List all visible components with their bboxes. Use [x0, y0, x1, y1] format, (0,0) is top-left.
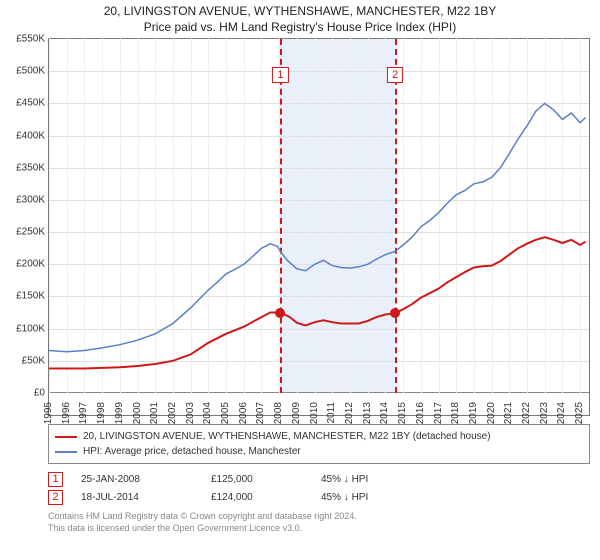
sale-row-1: 1 25-JAN-2008 £125,000 45% ↓ HPI [48, 470, 590, 488]
x-tick-label: 2017 [433, 402, 444, 424]
x-tick-label: 2001 [149, 402, 160, 424]
x-tick-label: 2014 [379, 402, 390, 424]
x-tick-label: 2000 [132, 402, 143, 424]
x-tick-label: 2019 [468, 402, 479, 424]
y-tick-label: £450K [1, 98, 45, 109]
x-tick-label: 2012 [344, 402, 355, 424]
x-tick-label: 2023 [539, 402, 550, 424]
x-tick-label: 2004 [202, 402, 213, 424]
legend-swatch-hpi [55, 451, 77, 453]
y-tick-label: £550K [1, 34, 45, 45]
sale-hpi-2: 45% ↓ HPI [321, 492, 441, 503]
sale-marker-badge: 2 [387, 67, 403, 83]
x-axis: 1995199619971998199920002001200220032004… [49, 392, 589, 415]
sales-table: 1 25-JAN-2008 £125,000 45% ↓ HPI 2 18-JU… [48, 470, 590, 506]
x-tick-label: 2002 [167, 402, 178, 424]
x-tick-label: 2025 [574, 402, 585, 424]
sale-price-2: £124,000 [211, 492, 321, 503]
y-tick-label: £350K [1, 162, 45, 173]
chart-title-subtitle: Price paid vs. HM Land Registry's House … [0, 20, 600, 34]
x-tick-label: 2007 [255, 402, 266, 424]
chart-title-block: 20, LIVINGSTON AVENUE, WYTHENSHAWE, MANC… [0, 0, 600, 36]
y-tick-label: £500K [1, 66, 45, 77]
x-tick-label: 2011 [326, 402, 337, 424]
x-tick-label: 2008 [273, 402, 284, 424]
footnote-line-1: Contains HM Land Registry data © Crown c… [48, 510, 590, 522]
plot-region: £0£50K£100K£150K£200K£250K£300K£350K£400… [49, 39, 589, 393]
sale-badge-1: 1 [48, 472, 63, 487]
chart-title-address: 20, LIVINGSTON AVENUE, WYTHENSHAWE, MANC… [0, 4, 600, 18]
x-tick-label: 2015 [397, 402, 408, 424]
sale-price-dot [275, 308, 285, 318]
chart-legend: 20, LIVINGSTON AVENUE, WYTHENSHAWE, MANC… [48, 424, 590, 464]
y-tick-label: £200K [1, 259, 45, 270]
legend-row-property: 20, LIVINGSTON AVENUE, WYTHENSHAWE, MANC… [55, 429, 583, 444]
x-tick-label: 1995 [43, 402, 54, 424]
sale-badge-2: 2 [48, 490, 63, 505]
y-tick-label: £150K [1, 291, 45, 302]
footnote-line-2: This data is licensed under the Open Gov… [48, 522, 590, 534]
x-tick-label: 1996 [61, 402, 72, 424]
x-tick-label: 2020 [486, 402, 497, 424]
legend-label-property: 20, LIVINGSTON AVENUE, WYTHENSHAWE, MANC… [83, 429, 491, 444]
sale-price-dot [390, 308, 400, 318]
x-tick-label: 2016 [415, 402, 426, 424]
sale-row-2: 2 18-JUL-2014 £124,000 45% ↓ HPI [48, 488, 590, 506]
y-tick-label: £300K [1, 194, 45, 205]
y-tick-label: £250K [1, 227, 45, 238]
sale-date-1: 25-JAN-2008 [81, 474, 211, 485]
legend-label-hpi: HPI: Average price, detached house, Manc… [83, 444, 301, 459]
x-tick-label: 2010 [309, 402, 320, 424]
sale-date-2: 18-JUL-2014 [81, 492, 211, 503]
y-tick-label: £100K [1, 323, 45, 334]
x-tick-label: 2018 [450, 402, 461, 424]
footnote: Contains HM Land Registry data © Crown c… [48, 510, 590, 534]
x-tick-label: 2021 [503, 402, 514, 424]
x-tick-label: 2024 [556, 402, 567, 424]
x-tick-label: 1997 [78, 402, 89, 424]
chart-area: £0£50K£100K£150K£200K£250K£300K£350K£400… [48, 38, 590, 416]
y-tick-label: £50K [1, 355, 45, 366]
x-tick-label: 2022 [521, 402, 532, 424]
legend-swatch-property [55, 436, 77, 438]
sale-hpi-1: 45% ↓ HPI [321, 474, 441, 485]
x-tick-label: 1999 [114, 402, 125, 424]
x-tick-label: 2006 [238, 402, 249, 424]
sale-price-1: £125,000 [211, 474, 321, 485]
x-tick-label: 2013 [362, 402, 373, 424]
y-tick-label: £400K [1, 130, 45, 141]
y-tick-label: £0 [1, 388, 45, 399]
x-tick-label: 2003 [185, 402, 196, 424]
chart-lines-svg [49, 39, 589, 393]
sale-marker-badge: 1 [272, 67, 288, 83]
x-tick-label: 1998 [96, 402, 107, 424]
x-tick-label: 2005 [220, 402, 231, 424]
legend-row-hpi: HPI: Average price, detached house, Manc… [55, 444, 583, 459]
x-tick-label: 2009 [291, 402, 302, 424]
